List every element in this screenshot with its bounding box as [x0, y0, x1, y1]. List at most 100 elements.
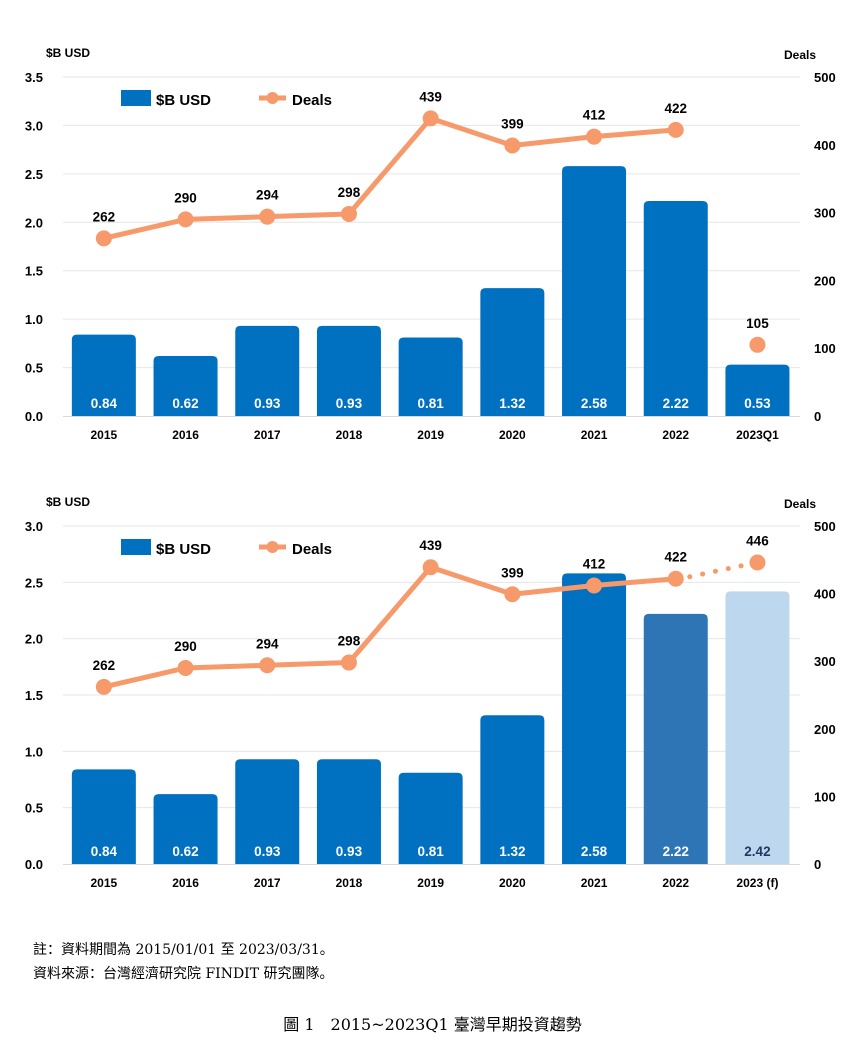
deals-marker — [749, 554, 766, 571]
bar-value-label: 0.93 — [336, 844, 363, 859]
bar — [398, 772, 463, 864]
bar-value-label: 2.58 — [581, 844, 608, 859]
y-left-tick: 3.5 — [25, 70, 43, 85]
bar — [480, 288, 545, 416]
bar-value-label: 1.32 — [499, 844, 525, 859]
deals-value-label: 439 — [419, 538, 442, 553]
deals-marker — [586, 128, 603, 145]
y-left-tick: 1.5 — [25, 688, 43, 703]
x-category-label: 2019 — [417, 876, 444, 890]
bar — [71, 769, 136, 864]
bar — [235, 325, 300, 416]
y-left-tick: 0.5 — [25, 801, 43, 816]
y-right-tick: 500 — [814, 519, 836, 534]
deals-value-label: 290 — [174, 190, 197, 205]
x-category-label: 2022 — [662, 428, 689, 442]
x-category-label: 2023Q1 — [736, 428, 779, 442]
x-category-label: 2017 — [254, 428, 281, 442]
y-right-tick: 200 — [814, 722, 836, 737]
bar — [643, 200, 708, 416]
x-category-label: 2021 — [581, 428, 608, 442]
legend-bar-swatch — [121, 539, 151, 555]
x-category-label: 2016 — [172, 428, 199, 442]
legend-bar-swatch — [121, 90, 151, 106]
x-category-label: 2021 — [581, 876, 608, 890]
y-right-tick: 200 — [814, 273, 836, 288]
bar — [480, 715, 545, 864]
deals-value-label: 294 — [256, 188, 279, 203]
legend-line-marker — [266, 541, 279, 553]
chart-top: 0.0 0.5 1.0 1.5 2.0 2.5 3.0 3.5 0 100 200 300 400 500… — [25, 46, 836, 442]
deals-marker — [95, 678, 112, 695]
x-category-label: 2015 — [90, 876, 117, 890]
deals-value-label: 412 — [583, 108, 606, 123]
y-left-unit: $B USD — [46, 46, 90, 60]
bar — [562, 573, 627, 864]
bar — [71, 334, 136, 416]
bar — [153, 794, 218, 864]
bar-value-label: 0.84 — [91, 396, 118, 411]
bar-value-label: 0.93 — [254, 396, 281, 411]
deals-marker — [340, 205, 357, 222]
y-left-tick: 2.0 — [25, 632, 43, 647]
x-category-label: 2023 (f) — [736, 876, 778, 890]
bar-value-label: 0.53 — [744, 396, 771, 411]
deals-value-label: 262 — [93, 209, 116, 224]
y-right-unit: Deals — [784, 497, 816, 511]
bar-value-label: 0.62 — [172, 844, 198, 859]
deals-marker — [259, 208, 276, 225]
bar-value-label: 2.22 — [663, 396, 689, 411]
x-category-label: 2020 — [499, 876, 526, 890]
y-right-tick: 300 — [814, 654, 836, 669]
y-right-tick: 100 — [814, 789, 836, 804]
y-right-tick: 0 — [814, 857, 821, 872]
legend-line-marker — [266, 92, 279, 104]
y-left-tick: 1.0 — [25, 312, 43, 327]
deals-value-label: 399 — [501, 116, 524, 131]
y-left-tick: 0.0 — [25, 857, 43, 872]
x-category-label: 2020 — [499, 428, 526, 442]
y-right-tick: 400 — [814, 138, 836, 153]
deals-value-label: 298 — [338, 634, 361, 649]
bar-value-label: 0.62 — [172, 396, 198, 411]
y-left-tick: 2.5 — [25, 167, 43, 182]
deals-value-label: 298 — [338, 185, 361, 200]
bar-value-label: 2.22 — [663, 844, 689, 859]
x-category-label: 2019 — [417, 428, 444, 442]
y-right-unit: Deals — [784, 48, 816, 62]
bar — [235, 759, 300, 864]
bar — [316, 759, 381, 864]
x-category-label: 2015 — [90, 428, 117, 442]
x-category-label: 2017 — [254, 876, 281, 890]
figure-caption: 圖 1 2015~2023Q1 臺灣早期投資趨勢 — [283, 1015, 582, 1034]
bar — [153, 355, 218, 416]
bar — [316, 325, 381, 416]
bar-value-label: 0.93 — [254, 844, 281, 859]
bar — [562, 166, 627, 416]
deals-value-label: 399 — [501, 565, 524, 580]
deals-marker — [667, 121, 684, 138]
bar-value-label: 0.81 — [418, 396, 445, 411]
deals-marker — [259, 657, 276, 674]
deals-forecast-line — [687, 562, 750, 580]
legend-line-label: Deals — [292, 92, 332, 109]
bar — [725, 591, 790, 864]
bar-value-label: 0.93 — [336, 396, 363, 411]
y-left-tick: 0.0 — [25, 409, 43, 424]
note-period: 註：資料期間為 2015/01/01 至 2023/03/31。 — [33, 942, 334, 958]
bar-value-label: 0.81 — [418, 844, 445, 859]
deals-value-label: 412 — [583, 556, 606, 571]
deals-marker — [177, 659, 194, 676]
deals-value-label: 294 — [256, 636, 279, 651]
deals-value-label: 262 — [93, 658, 116, 673]
legend-bar-label: $B USD — [156, 92, 211, 109]
y-left-tick: 1.5 — [25, 264, 43, 279]
deals-marker — [504, 137, 521, 154]
x-category-label: 2016 — [172, 876, 199, 890]
y-right-tick: 300 — [814, 206, 836, 221]
deals-line — [103, 115, 676, 241]
y-right-tick: 500 — [814, 70, 836, 85]
deals-marker — [586, 577, 603, 594]
legend-bar-label: $B USD — [156, 541, 211, 558]
deals-value-label: 439 — [419, 89, 442, 104]
